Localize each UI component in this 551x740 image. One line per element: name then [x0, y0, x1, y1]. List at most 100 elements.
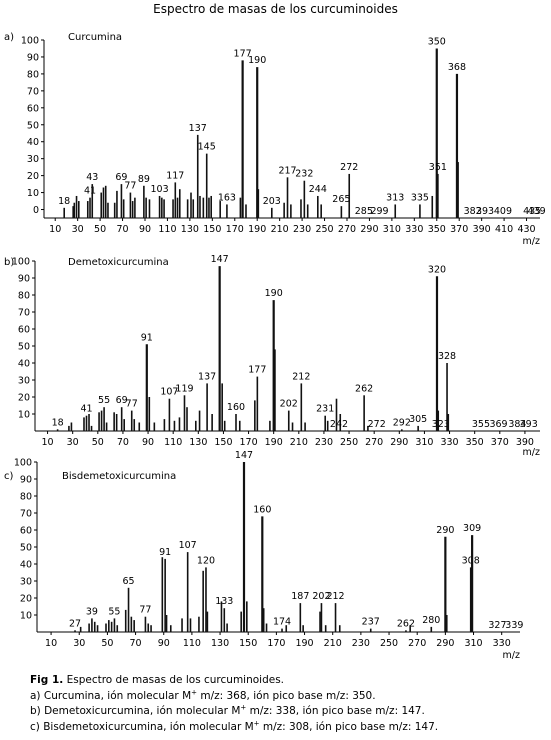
peak-label: 435 — [523, 206, 541, 217]
peak-label: 202 — [312, 591, 330, 602]
x-tick-label: 30 — [73, 638, 85, 649]
y-tick-label: 100 — [14, 458, 32, 469]
caption-line-c: c) Bisdemetoxicurcumina, ión molecular M… — [30, 720, 545, 736]
peak-label: 89 — [138, 174, 150, 185]
peak-label: 382 — [464, 206, 482, 217]
y-tick-label: 100 — [12, 257, 30, 268]
y-tick-label: 50 — [18, 342, 30, 353]
peak-label: 133 — [215, 596, 233, 607]
y-tick-label: 30 — [20, 577, 32, 588]
figure-caption: Fig 1. Espectro de masas de los curcumin… — [30, 673, 545, 735]
spectrum-chart-bisdemetoxicurcumina: c) Bisdemetoxicurcumina 10 20 30 40 50 60 70 80 90… — [4, 450, 523, 661]
x-tick-label: 370 — [491, 437, 509, 448]
peak-label: 160 — [227, 402, 245, 413]
peak-label: 290 — [436, 525, 454, 536]
x-axis-label: m/z — [523, 236, 540, 247]
peak-label: 369 — [489, 419, 507, 430]
peak-label: 107 — [179, 540, 197, 551]
peak-label: 177 — [248, 365, 266, 376]
x-tick-label: 170 — [267, 638, 285, 649]
peak-label: 320 — [428, 264, 446, 275]
peak-label: 77 — [124, 181, 136, 192]
x-tick-label: 90 — [139, 224, 151, 235]
y-tick-label: 30 — [27, 154, 39, 165]
peak-label: 409 — [494, 206, 512, 217]
peak-label: 393 — [476, 206, 494, 217]
x-axis-label: m/z — [523, 447, 540, 458]
compound-name: Demetoxicurcumina — [68, 257, 169, 268]
caption-line-a-post: m/z: 368, ión pico base m/z: 350. — [197, 689, 376, 702]
peak-label: 262 — [355, 383, 373, 394]
peak-label: 285 — [355, 206, 373, 217]
spectrum-panel-c: c) Bisdemetoxicurcumina 10 20 30 40 50 60 70 80 90… — [0, 450, 551, 667]
y-tick-label: 70 — [18, 308, 30, 319]
y-tick-label: 20 — [20, 594, 32, 605]
compound-name: Curcumina — [68, 32, 122, 43]
peak-label: 163 — [218, 192, 236, 203]
peak-label: 232 — [295, 169, 313, 180]
x-tick-label: 390 — [473, 224, 491, 235]
spectrum-chart-demetoxicurcumina: b) Demetoxicurcumina 10 20 30 40 50 60 70 80 90 100… — [4, 254, 540, 458]
peak-label: 119 — [175, 383, 193, 394]
y-tick-label: 70 — [27, 86, 39, 97]
caption-line-b-sup: + — [240, 703, 247, 712]
y-tick-label: 100 — [21, 36, 39, 47]
caption-line-b-post: m/z: 338, ión pico base m/z: 147. — [246, 705, 425, 717]
y-tick-label: 10 — [20, 611, 32, 622]
x-tick-label: 310 — [415, 437, 433, 448]
x-tick-label: 330 — [440, 437, 458, 448]
x-tick-label: 190 — [248, 224, 266, 235]
peak-label: 55 — [108, 606, 120, 617]
x-tick-label: 310 — [383, 224, 401, 235]
peak-label: 137 — [198, 371, 216, 382]
x-tick-label: 50 — [92, 437, 104, 448]
x-tick-label: 350 — [428, 224, 446, 235]
x-tick-label: 70 — [117, 224, 129, 235]
peak-label: 351 — [429, 162, 447, 173]
x-tick-label: 370 — [450, 224, 468, 235]
peak-label: 77 — [126, 399, 138, 410]
x-tick-label: 190 — [265, 437, 283, 448]
peak-label: 231 — [316, 404, 334, 415]
x-tick-label: 150 — [203, 224, 221, 235]
peak-label: 323 — [432, 419, 450, 430]
peak-label: 160 — [253, 504, 271, 515]
y-tick-label: 40 — [18, 359, 30, 370]
y-tick-label: 80 — [27, 69, 39, 80]
x-tick-label: 10 — [45, 638, 57, 649]
spectrum-panel-a: a) Curcumina 0 10 20 30 40 50 60 70 80 90 100 10 30 50 7… — [0, 22, 551, 247]
caption-head: Fig 1. — [30, 674, 64, 686]
peak-label: 18 — [52, 417, 64, 428]
y-tick-label: 90 — [27, 52, 39, 63]
peak-label: 299 — [370, 206, 388, 217]
peak-label: 272 — [368, 419, 386, 430]
x-tick-label: 90 — [158, 638, 170, 649]
caption-line-a-sup: + — [191, 688, 198, 696]
peak-label: 177 — [234, 48, 252, 59]
peak-label: 212 — [292, 371, 310, 382]
x-tick-label: 350 — [466, 437, 484, 448]
peak-label: 145 — [198, 142, 216, 153]
caption-line-c-post: m/z: 308, ión pico base m/z: 147. — [259, 720, 439, 733]
y-tick-label: 10 — [18, 410, 30, 421]
peak-label: 69 — [116, 395, 128, 406]
caption-line-b: b) Demetoxicurcumina, ión molecular M+ m… — [30, 704, 545, 720]
x-tick-label: 290 — [390, 437, 408, 448]
peak-label: 292 — [393, 417, 411, 428]
y-tick-label: 80 — [18, 291, 30, 302]
x-tick-label: 30 — [72, 224, 84, 235]
x-tick-label: 190 — [295, 638, 313, 649]
x-tick-label: 110 — [183, 638, 201, 649]
peak-label: 91 — [141, 332, 153, 343]
y-tick-label: 60 — [27, 103, 39, 114]
peak-label: 339 — [505, 620, 523, 631]
x-tick-label: 270 — [408, 638, 426, 649]
panel-letter: c) — [4, 471, 13, 482]
peak-label: 69 — [115, 172, 127, 183]
peak-label: 202 — [280, 399, 298, 410]
y-tick-label: 10 — [27, 188, 39, 199]
y-tick-label: 20 — [18, 393, 30, 404]
peak-label: 187 — [291, 591, 309, 602]
y-tick-label: 30 — [18, 376, 30, 387]
caption-title-line: Fig 1. Espectro de masas de los curcumin… — [30, 673, 545, 689]
